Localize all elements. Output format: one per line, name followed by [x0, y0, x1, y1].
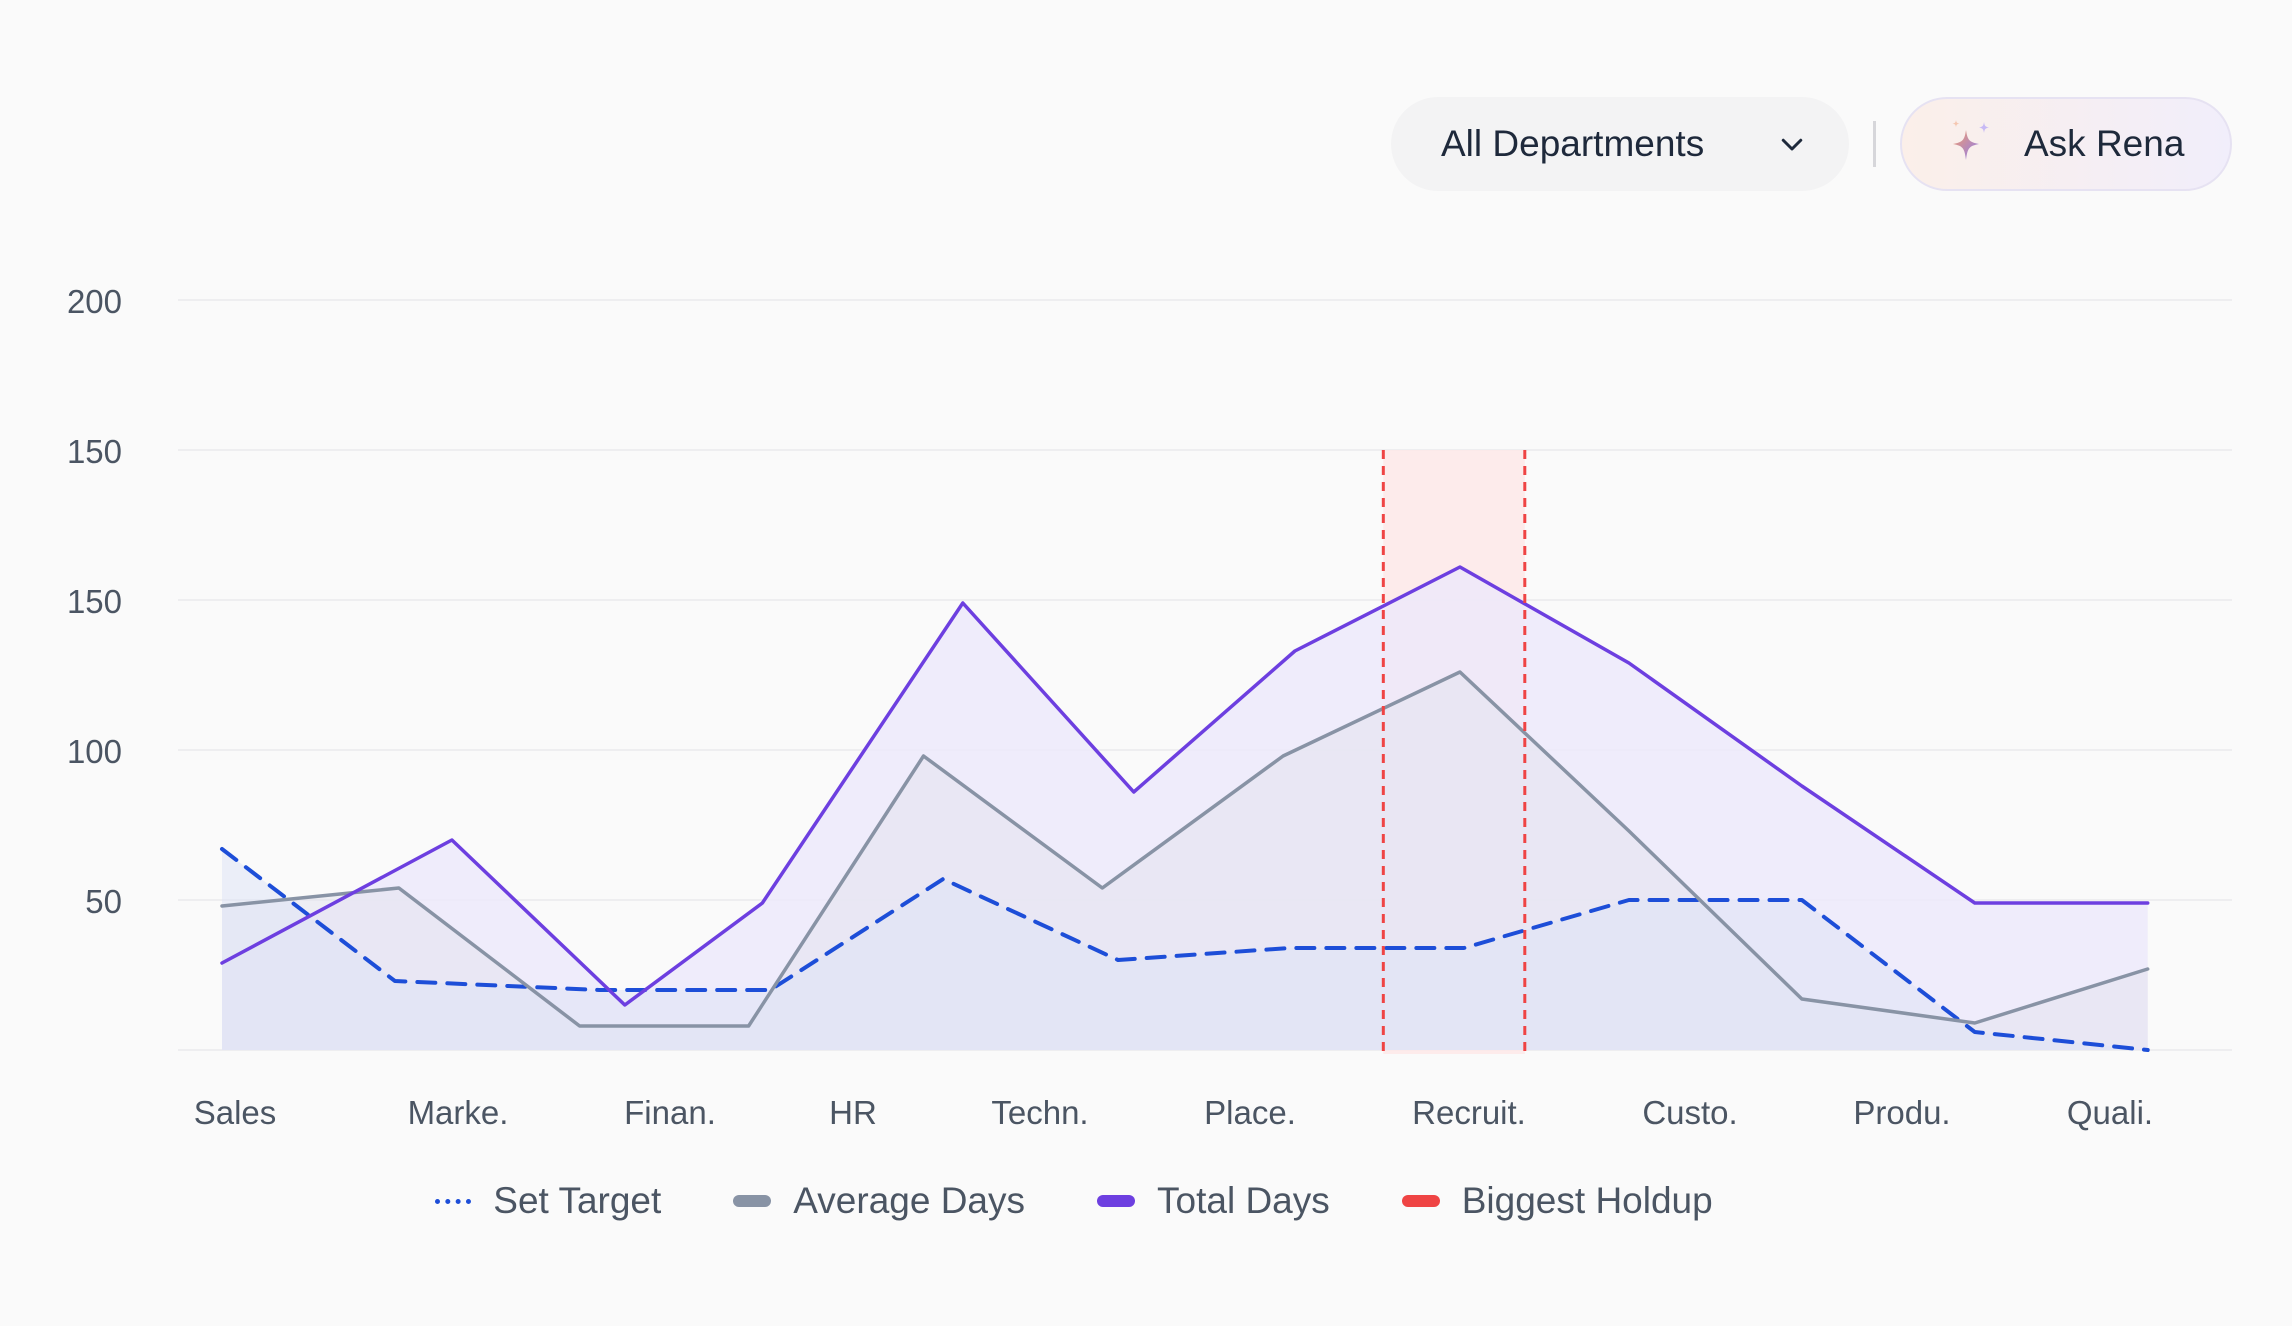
x-tick-label: Sales [194, 1094, 277, 1131]
series-line-set-target [220, 847, 2150, 1052]
legend-label-set-target: Set Target [493, 1180, 662, 1221]
chevron-down-icon [1775, 127, 1809, 161]
y-tick-label: 200 [67, 283, 122, 320]
y-tick-label: 100 [67, 733, 122, 770]
legend-item-biggest-holdup[interactable]: Biggest Holdup [1401, 1180, 1713, 1222]
legend-swatch-set-target [435, 1198, 472, 1204]
ask-rena-button[interactable]: Ask Rena [1900, 97, 2232, 191]
x-tick-label: Marke. [408, 1094, 509, 1131]
x-tick-label: Custo. [1642, 1094, 1737, 1131]
sparkle-icon [1944, 118, 1996, 170]
ask-rena-label: Ask Rena [2024, 123, 2185, 164]
legend-item-set-target[interactable]: Set Target [435, 1180, 661, 1222]
y-tick-label: 50 [85, 883, 122, 920]
legend-swatch-biggest-holdup [1401, 1195, 1440, 1207]
department-select-value: All Departments [1441, 123, 1705, 164]
series-area-set-target [222, 849, 2148, 1050]
x-tick-label: HR [829, 1094, 877, 1131]
y-tick-label: 150 [67, 583, 122, 620]
legend-item-total-days[interactable]: Total Days [1097, 1180, 1330, 1222]
toolbar-divider [1873, 121, 1876, 167]
x-tick-label: Recruit. [1412, 1094, 1526, 1131]
legend-label-biggest-holdup: Biggest Holdup [1461, 1180, 1713, 1221]
department-select[interactable]: All Departments [1391, 97, 1849, 191]
x-tick-label: Finan. [624, 1094, 716, 1131]
line-chart: 200 150 150 100 50 Sales Marke. Finan. HR Techn. P… [67, 283, 2232, 1131]
x-tick-label: Produ. [1853, 1094, 1950, 1131]
legend-swatch-total-days [1097, 1195, 1136, 1207]
x-tick-label: Quali. [2067, 1094, 2153, 1131]
legend-label-average-days: Average Days [793, 1180, 1026, 1221]
chart-legend: Set Target Average Days Total Days Bigge… [0, 1180, 2292, 1222]
chart-toolbar: All Departments [1391, 96, 2232, 192]
legend-label-total-days: Total Days [1157, 1180, 1330, 1221]
series-line-average-days [220, 670, 2150, 1028]
x-tick-label: Place. [1204, 1094, 1296, 1131]
y-tick-label: 150 [67, 433, 122, 470]
legend-item-average-days[interactable]: Average Days [733, 1180, 1025, 1222]
series-line-total-days [220, 565, 2150, 1007]
legend-swatch-average-days [733, 1195, 772, 1207]
x-tick-label: Techn. [991, 1094, 1088, 1131]
